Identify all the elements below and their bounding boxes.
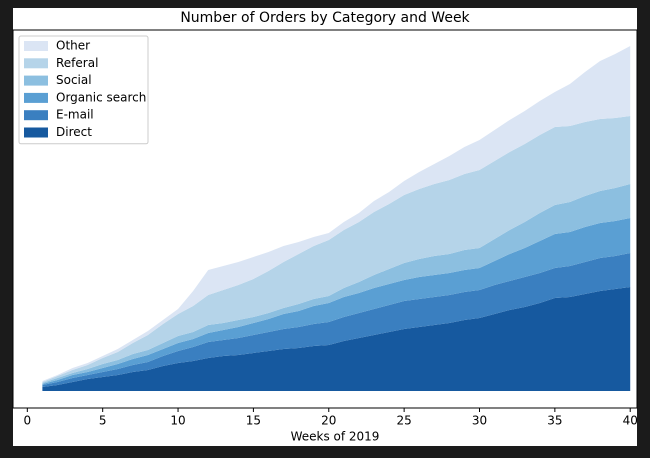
area xyxy=(42,218,631,385)
legend-label: Referal xyxy=(56,56,98,70)
area xyxy=(42,287,631,391)
legend-swatch xyxy=(24,127,48,138)
area xyxy=(42,46,631,382)
x-tick-label: 30 xyxy=(472,414,487,428)
legend-swatch xyxy=(24,41,48,51)
chart-title: Number of Orders by Category and Week xyxy=(180,10,470,26)
legend-box xyxy=(18,35,149,145)
legend-swatch xyxy=(24,110,48,121)
x-tick-label: 25 xyxy=(396,414,411,428)
area xyxy=(42,253,631,387)
area xyxy=(42,184,631,384)
x-tick-label: 0 xyxy=(23,414,31,428)
legend-label: Other xyxy=(56,39,90,53)
x-axis-label: Weeks of 2019 xyxy=(291,430,380,444)
legend-swatch xyxy=(24,75,48,86)
legend-swatch xyxy=(24,92,48,103)
x-tick-label: 5 xyxy=(99,414,107,428)
x-tick-label: 40 xyxy=(623,414,638,428)
x-tick-label: 35 xyxy=(547,414,562,428)
legend-label: E-mail xyxy=(56,108,94,122)
legend-label: Social xyxy=(56,73,92,87)
plot-frame xyxy=(12,29,638,409)
legend-label: Direct xyxy=(56,125,92,139)
x-tick-label: 20 xyxy=(321,414,336,428)
legend-swatch xyxy=(24,58,48,69)
x-tick-label: 10 xyxy=(170,414,185,428)
legend-label: Organic search xyxy=(56,90,146,104)
x-tick-label: 15 xyxy=(246,414,261,428)
area xyxy=(42,116,631,383)
